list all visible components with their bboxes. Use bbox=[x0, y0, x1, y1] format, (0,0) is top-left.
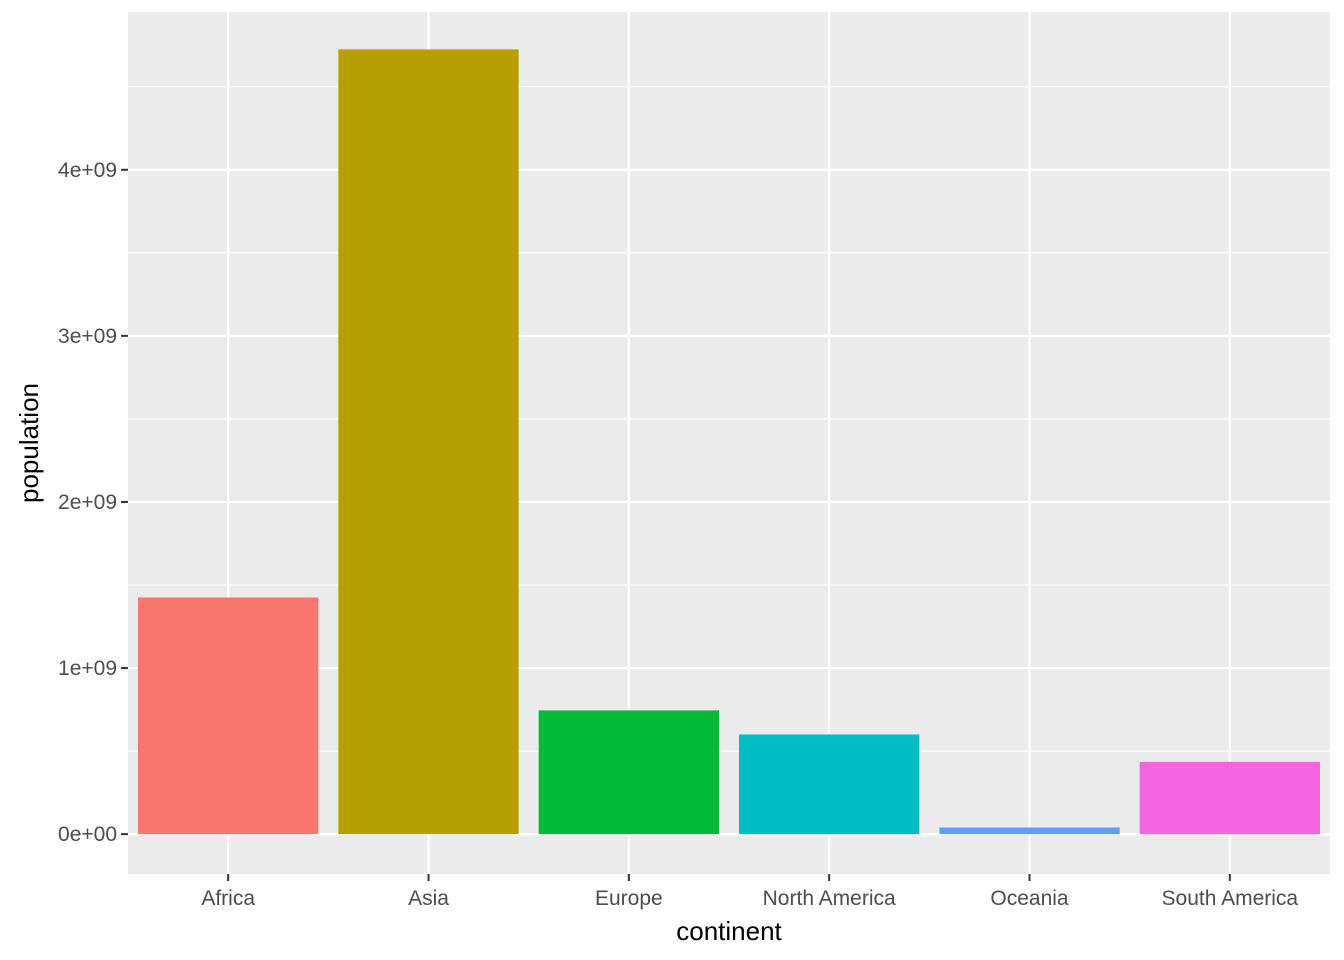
y-tick-label: 2e+09 bbox=[58, 491, 117, 514]
y-tick-label: 0e+00 bbox=[58, 823, 117, 846]
x-tick-label: North America bbox=[763, 887, 896, 910]
x-axis: Africa Asia Europe North America Oceania Sout… bbox=[201, 874, 1298, 910]
y-axis-title: population bbox=[14, 383, 44, 503]
bar-oceania bbox=[939, 827, 1120, 835]
x-tick-label: Africa bbox=[201, 887, 255, 910]
y-tick-label: 3e+09 bbox=[58, 325, 117, 348]
x-tick-label: Oceania bbox=[990, 887, 1069, 910]
bars bbox=[138, 49, 1320, 835]
x-tick-label: Europe bbox=[595, 887, 663, 910]
bar-south-america bbox=[1139, 761, 1320, 835]
bar-africa bbox=[138, 597, 319, 835]
y-axis: 0e+00 1e+09 2e+09 3e+09 4e+09 bbox=[58, 159, 128, 846]
bar-asia bbox=[338, 49, 519, 835]
x-axis-title: continent bbox=[676, 916, 782, 946]
x-tick-label: Asia bbox=[408, 887, 449, 910]
x-tick-label: South America bbox=[1162, 887, 1299, 910]
plot-panel bbox=[128, 12, 1330, 874]
y-tick-label: 4e+09 bbox=[58, 159, 117, 182]
bar-europe bbox=[538, 710, 719, 835]
y-tick-label: 1e+09 bbox=[58, 657, 117, 680]
minor-gridlines bbox=[128, 86, 1330, 752]
bar-north-america bbox=[739, 734, 920, 835]
